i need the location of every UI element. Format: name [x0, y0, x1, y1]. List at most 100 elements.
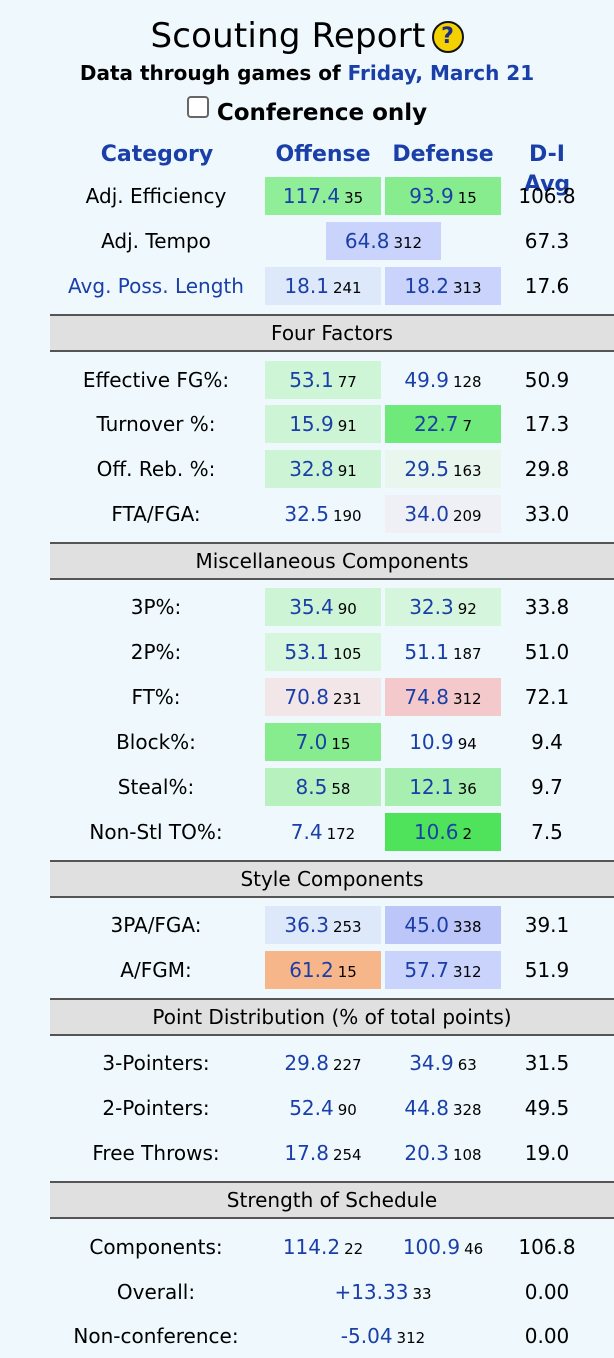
defense-value[interactable]: 10.6: [413, 820, 459, 844]
offense-value[interactable]: 61.2: [289, 958, 334, 982]
offense-value[interactable]: 32.8: [289, 457, 334, 481]
help-icon[interactable]: ?: [431, 21, 464, 53]
defense-value[interactable]: 34.9: [409, 1051, 454, 1075]
table-row: A/FGM: 61.2 15 57.7 312 51.9: [0, 951, 614, 989]
row-label: 3PA/FGA:: [110, 913, 202, 937]
column-header-defense[interactable]: Defense: [392, 142, 494, 167]
column-header-offense[interactable]: Offense: [275, 142, 371, 167]
overall-sos-cell: +13.33 33: [310, 1273, 456, 1311]
offense-value[interactable]: 117.4: [282, 184, 341, 208]
overall-sos-value[interactable]: +13.33: [334, 1280, 409, 1304]
d1-avg-value: 17.6: [524, 274, 570, 298]
d1-avg-value: 72.1: [524, 685, 570, 709]
offense-value[interactable]: 29.8: [284, 1051, 329, 1075]
tempo-value[interactable]: 64.8: [344, 229, 390, 253]
offense-value[interactable]: 18.1: [284, 274, 329, 298]
page-title: Scouting Report: [150, 16, 426, 56]
offense-value[interactable]: 32.5: [284, 502, 329, 526]
offense-value[interactable]: 7.0: [295, 730, 328, 754]
defense-value[interactable]: 18.2: [404, 274, 449, 298]
offense-rank: 58: [331, 780, 351, 798]
conference-only-checkbox[interactable]: [186, 96, 209, 118]
defense-rank: 187: [452, 645, 482, 663]
offense-value[interactable]: 15.9: [289, 412, 334, 436]
offense-rank: 91: [337, 417, 357, 435]
row-label: 2P%:: [130, 640, 182, 664]
table-row: Block%: 7.0 15 10.9 94 9.4: [0, 723, 614, 761]
table-row: Steal%: 8.5 58 12.1 36 9.7: [0, 768, 614, 806]
defense-cell: 20.3 108: [385, 1134, 501, 1172]
defense-value[interactable]: 12.1: [409, 775, 454, 799]
offense-value[interactable]: 35.4: [289, 595, 334, 619]
row-label: Block%:: [116, 730, 196, 754]
nonconf-sos-cell: -5.04 312: [310, 1317, 456, 1355]
offense-cell: 52.4 90: [265, 1089, 381, 1127]
defense-value[interactable]: 45.0: [404, 913, 449, 937]
defense-cell: 34.0 209: [385, 495, 501, 533]
defense-value[interactable]: 93.9: [409, 184, 454, 208]
offense-cell: 53.1 105: [265, 633, 381, 671]
d1-avg-value: 51.9: [524, 958, 570, 982]
avg-poss-length-link[interactable]: Avg. Poss. Length: [68, 274, 244, 298]
row-label: Non-conference:: [73, 1324, 239, 1348]
defense-cell: 32.3 92: [385, 588, 501, 626]
nonconf-sos-rank: 312: [396, 1329, 426, 1347]
offense-value[interactable]: 53.1: [289, 368, 334, 392]
defense-cell: 51.1 187: [385, 633, 501, 671]
defense-cell: 29.5 163: [385, 450, 501, 488]
defense-value[interactable]: 22.7: [413, 412, 459, 436]
d1-avg-value: 29.8: [524, 457, 570, 481]
offense-value[interactable]: 70.8: [284, 685, 329, 709]
table-row: 3-Pointers: 29.8 227 34.9 63 31.5: [0, 1044, 614, 1082]
defense-rank: 128: [452, 373, 482, 391]
offense-value[interactable]: 17.8: [284, 1141, 329, 1165]
offense-value[interactable]: 7.4: [290, 820, 323, 844]
row-label: Adj. Tempo: [101, 229, 211, 253]
row-label: Free Throws:: [92, 1141, 220, 1165]
defense-value[interactable]: 10.9: [409, 730, 454, 754]
table-row: FTA/FGA: 32.5 190 34.0 209 33.0: [0, 495, 614, 533]
column-header-category[interactable]: Category: [100, 142, 214, 167]
offense-value[interactable]: 53.1: [284, 640, 329, 664]
defense-value[interactable]: 44.8: [404, 1096, 449, 1120]
d1-avg-value: 9.7: [531, 775, 563, 799]
offense-cell: 7.4 172: [265, 813, 381, 851]
defense-value[interactable]: 57.7: [404, 958, 449, 982]
defense-value[interactable]: 34.0: [404, 502, 449, 526]
date-link[interactable]: Friday, March 21: [347, 61, 535, 85]
offense-rank: 172: [326, 825, 356, 843]
offense-rank: 241: [332, 279, 362, 297]
table-row: FT%: 70.8 231 74.8 312 72.1: [0, 678, 614, 716]
defense-cell: 12.1 36: [385, 768, 501, 806]
offense-rank: 15: [337, 963, 357, 981]
offense-rank: 35: [344, 189, 364, 207]
d1-avg-value: 67.3: [524, 229, 570, 253]
row-label: FT%:: [131, 685, 181, 709]
row-label: Effective FG%:: [82, 368, 230, 392]
d1-avg-value: 0.00: [524, 1280, 570, 1304]
defense-value[interactable]: 100.9: [402, 1235, 461, 1259]
defense-value[interactable]: 29.5: [404, 457, 449, 481]
offense-cell: 53.1 77: [265, 361, 381, 399]
offense-rank: 15: [331, 735, 351, 753]
row-label: 2-Pointers:: [102, 1096, 210, 1120]
offense-rank: 91: [337, 462, 357, 480]
offense-rank: 90: [337, 600, 357, 618]
row-label: Adj. Efficiency: [85, 184, 227, 208]
offense-value[interactable]: 36.3: [284, 913, 329, 937]
nonconf-sos-value[interactable]: -5.04: [340, 1324, 393, 1348]
offense-value[interactable]: 8.5: [295, 775, 328, 799]
defense-value[interactable]: 20.3: [404, 1141, 449, 1165]
defense-value[interactable]: 74.8: [404, 685, 449, 709]
defense-value[interactable]: 32.3: [409, 595, 454, 619]
defense-rank: 313: [452, 279, 482, 297]
offense-cell: 29.8 227: [265, 1044, 381, 1082]
defense-value[interactable]: 51.1: [404, 640, 449, 664]
defense-value[interactable]: 49.9: [404, 368, 449, 392]
defense-cell: 93.9 15: [385, 177, 501, 215]
offense-value[interactable]: 52.4: [289, 1096, 334, 1120]
conference-only-toggle[interactable]: Conference only: [0, 96, 614, 128]
section-header-point-distribution: Point Distribution (% of total points): [50, 998, 614, 1036]
offense-value[interactable]: 114.2: [282, 1235, 341, 1259]
